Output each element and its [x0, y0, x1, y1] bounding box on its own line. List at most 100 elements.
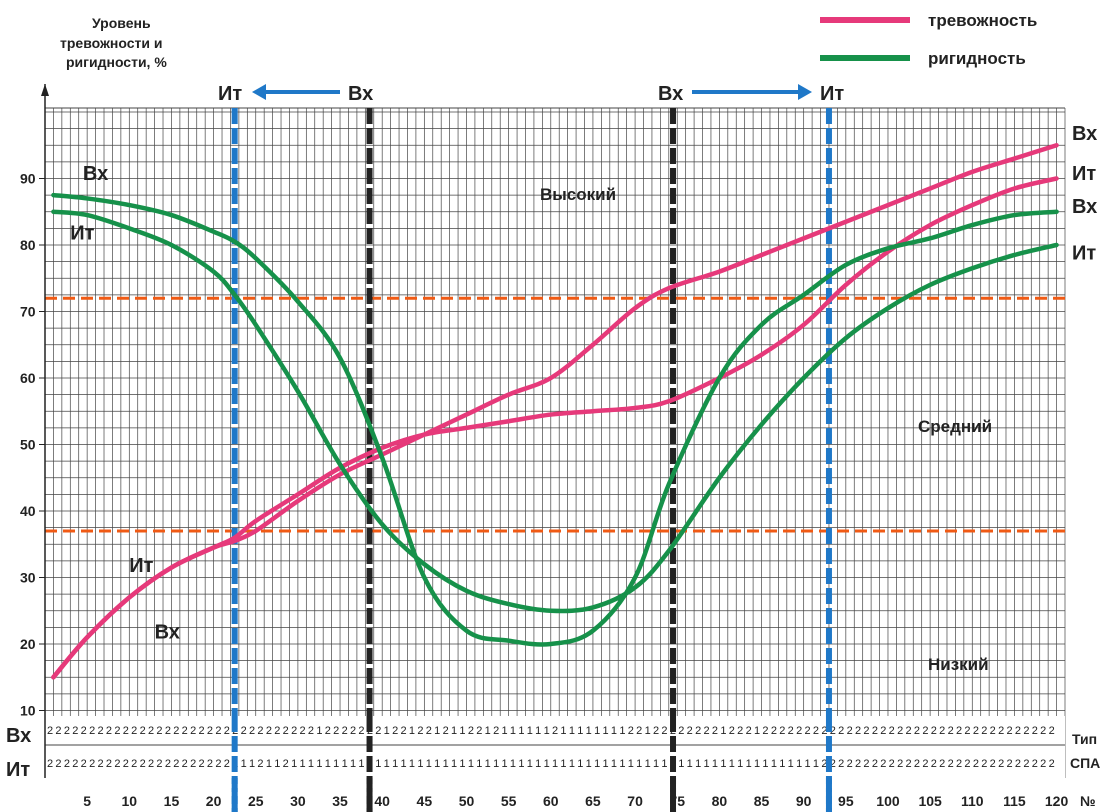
- curve-label-right: Вх: [1072, 123, 1097, 145]
- spa-it-digit: 1: [392, 758, 398, 770]
- x-tick-label: 45: [417, 793, 433, 809]
- spa-it-digit: 1: [661, 758, 667, 770]
- x-tick-label: 60: [543, 793, 559, 809]
- spa-it-digit: 1: [241, 758, 247, 770]
- spa-it-digit: 1: [375, 758, 381, 770]
- spa-it-digit: 2: [182, 758, 188, 770]
- axes: 10 20 30 40 50 60 70 80 90 5 10 15 20 25 30 35 40 45 50 55 6…: [20, 15, 1096, 809]
- curve-label: Вх: [155, 622, 180, 644]
- spa-it-digit: 2: [257, 758, 263, 770]
- labels: Вх Ит Ит Вх Вх Ит Вх Ит Высокий Средний Низкий Ит Вх…: [70, 83, 1097, 674]
- spa-it-digit: 1: [468, 758, 474, 770]
- spa-it-digit: 1: [687, 758, 693, 770]
- spa-it-digit: 2: [1040, 758, 1046, 770]
- zone-label-low: Низкий: [928, 655, 989, 674]
- spa-it-digit: 1: [544, 758, 550, 770]
- y-tick-label: 70: [20, 304, 36, 320]
- spa-vx-digit: 2: [443, 725, 449, 737]
- spa-title-line2: СПА: [1070, 755, 1100, 771]
- spa-vx-digit: 2: [821, 725, 827, 737]
- x-tick-label: 115: [1003, 793, 1026, 809]
- spa-it-digit: 2: [906, 758, 912, 770]
- spa-vx-digit: 1: [434, 725, 440, 737]
- zone-label-high: Высокий: [540, 185, 616, 204]
- spa-it-digit: 1: [291, 758, 297, 770]
- spa-it-digit: 1: [779, 758, 785, 770]
- spa-it-digit: 2: [939, 758, 945, 770]
- spa-vx-digit: 1: [754, 725, 760, 737]
- spa-vx-digit: 2: [636, 725, 642, 737]
- spa-vx-digit: 2: [653, 725, 659, 737]
- spa-vx-digit: 1: [510, 725, 516, 737]
- spa-vx-digit: 2: [55, 725, 61, 737]
- spa-it-digit: 2: [283, 758, 289, 770]
- spa-vx-digit: 2: [72, 725, 78, 737]
- spa-it-digit: 2: [838, 758, 844, 770]
- spa-vx-digit: 2: [358, 725, 364, 737]
- spa-vx-digit: 1: [586, 725, 592, 737]
- spa-vx-digit: 2: [678, 725, 684, 737]
- spa-vx-digit: 2: [830, 725, 836, 737]
- shift-left-to: Ит: [218, 83, 242, 105]
- spa-vx-digit: 2: [106, 725, 112, 737]
- spa-vx-digit: 1: [611, 725, 617, 737]
- spa-it-digit: 1: [308, 758, 314, 770]
- x-tick-label: 10: [122, 793, 138, 809]
- spa-vx-digit: 2: [417, 725, 423, 737]
- spa-vx-digit: 2: [762, 725, 768, 737]
- spa-vx-digit: 1: [384, 725, 390, 737]
- spa-title-line1: Тип: [1072, 731, 1097, 747]
- spa-rows: 2222222222222222222222222222222212222222…: [6, 716, 1100, 812]
- spa-vx-digit: 2: [746, 725, 752, 737]
- spa-vx-digit: 2: [291, 725, 297, 737]
- spa-vx-digit: 2: [249, 725, 255, 737]
- spa-it-digit: 1: [510, 758, 516, 770]
- spa-it-digit: 1: [771, 758, 777, 770]
- spa-vx-digit: 2: [990, 725, 996, 737]
- spa-vx-digit: 2: [880, 725, 886, 737]
- spa-vx-digit: 2: [661, 725, 667, 737]
- spa-it-digit: 2: [998, 758, 1004, 770]
- spa-vx-digit: 1: [527, 725, 533, 737]
- spa-it-digit: 1: [552, 758, 558, 770]
- spa-vx-digit: 2: [173, 725, 179, 737]
- spa-vx-digit: 2: [392, 725, 398, 737]
- spa-vx-digit: 2: [81, 725, 87, 737]
- spa-it-digit: 1: [485, 758, 491, 770]
- spa-vx-digit: 2: [552, 725, 558, 737]
- y-axis-title-line2: тревожности и: [60, 35, 162, 51]
- spa-it-digit: 1: [704, 758, 710, 770]
- spa-it-digit: 1: [274, 758, 280, 770]
- spa-it-digit: 2: [830, 758, 836, 770]
- spa-vx-digit: 2: [1040, 725, 1046, 737]
- spa-vx-digit: 1: [720, 725, 726, 737]
- series-line-3: [51, 209, 1059, 614]
- curve-label-right: Ит: [1072, 243, 1096, 265]
- shift-right-to: Ит: [820, 83, 844, 105]
- spa-it-digit: 1: [619, 758, 625, 770]
- spa-it-digit: 2: [956, 758, 962, 770]
- spa-it-digit: 1: [535, 758, 541, 770]
- spa-vx-digit: 2: [401, 725, 407, 737]
- spa-it-digit: 1: [325, 758, 331, 770]
- spa-vx-digit: 1: [409, 725, 415, 737]
- x-tick-label: 55: [501, 793, 517, 809]
- spa-vx-digit: 2: [257, 725, 263, 737]
- spa-it-digit: 1: [746, 758, 752, 770]
- spa-vx-digit: 2: [712, 725, 718, 737]
- spa-it-digit: 1: [678, 758, 684, 770]
- spa-vx-digit: 1: [645, 725, 651, 737]
- spa-vx-digit: 2: [140, 725, 146, 737]
- curve-label: Ит: [70, 223, 94, 245]
- legend-label-0: тревожность: [928, 11, 1037, 30]
- curve-label-right: Ит: [1072, 163, 1096, 185]
- spa-it-digit: 1: [737, 758, 743, 770]
- spa-it-digit: 1: [645, 758, 651, 770]
- spa-vx-digit: 2: [274, 725, 280, 737]
- spa-vx-digit: 2: [863, 725, 869, 737]
- spa-vx-digit: 1: [603, 725, 609, 737]
- spa-vx-digit: 2: [973, 725, 979, 737]
- spa-vx-digit: 2: [207, 725, 213, 737]
- spa-vx-digit: 2: [1015, 725, 1021, 737]
